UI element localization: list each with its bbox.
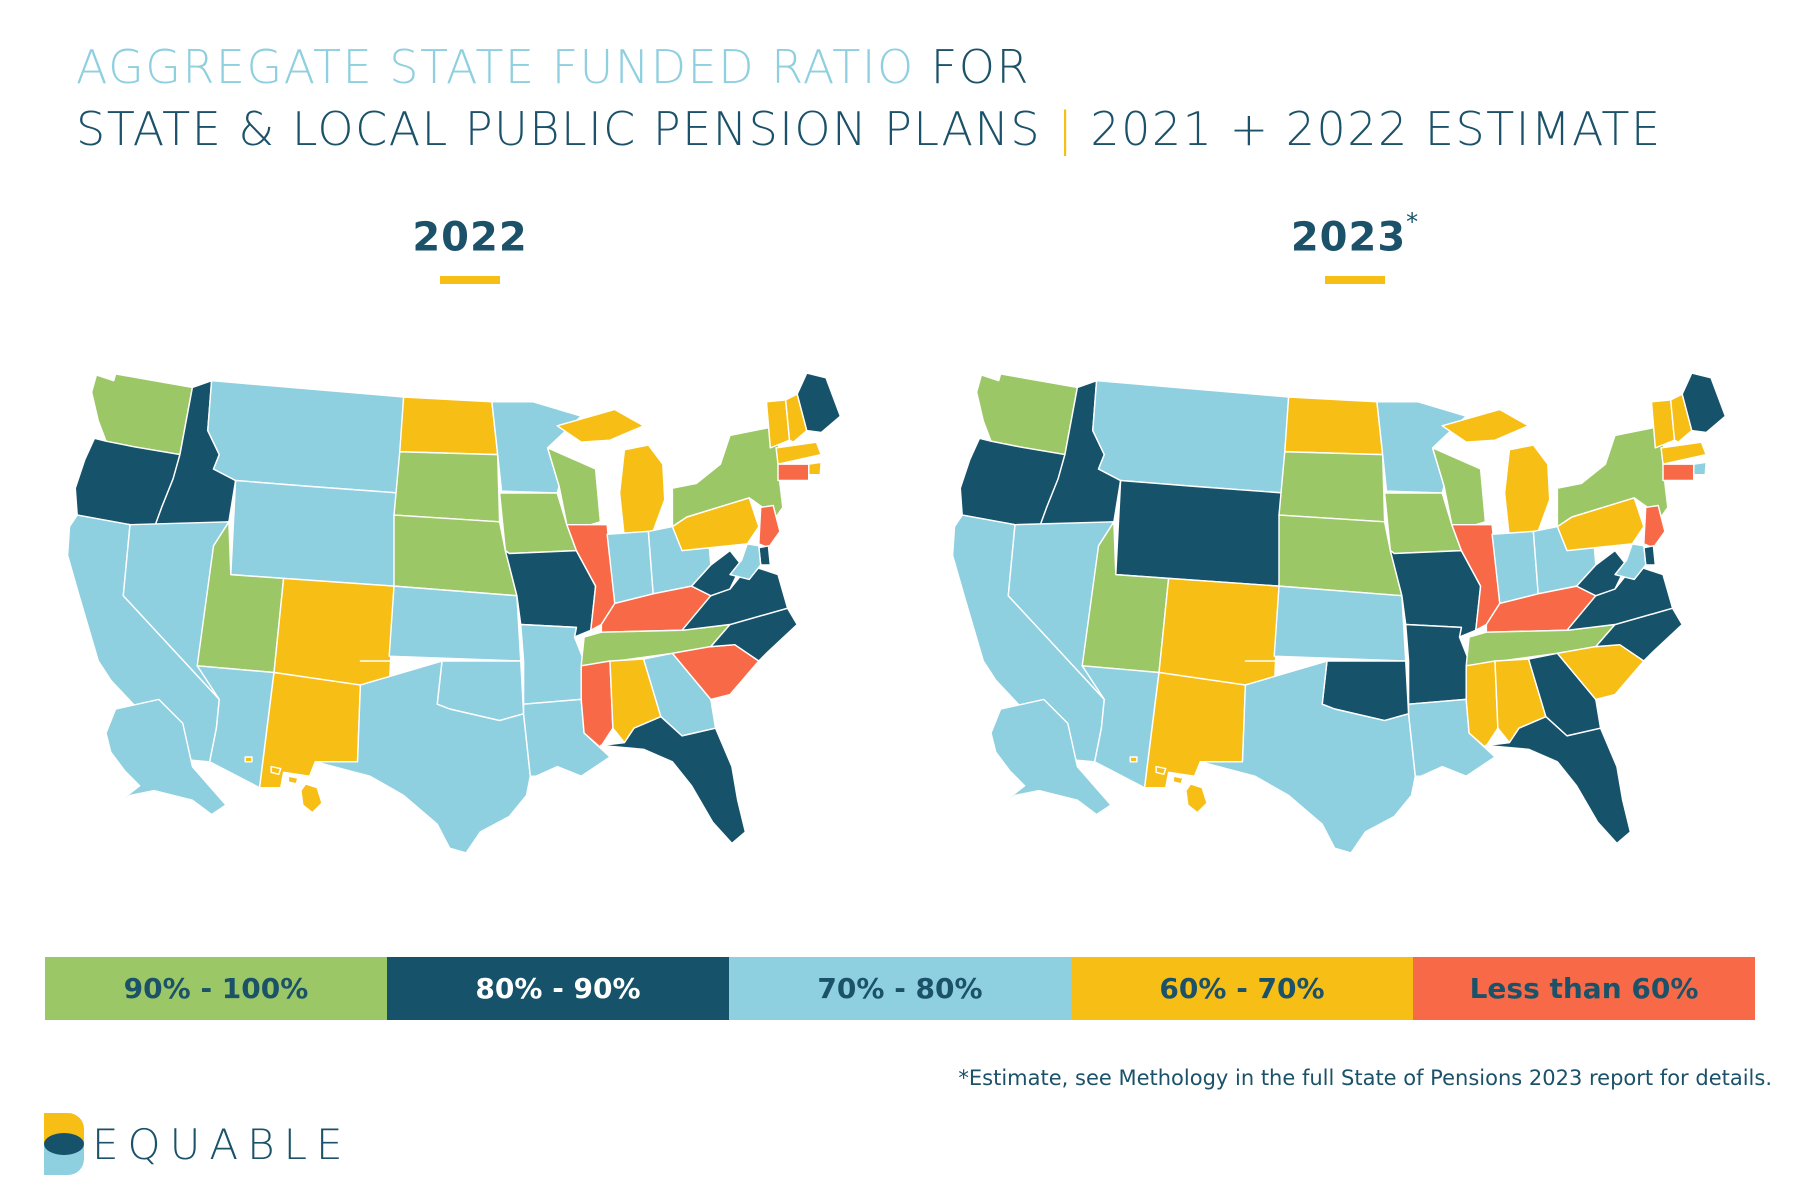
legend-item-80-90: 80% - 90% bbox=[387, 957, 729, 1020]
state-ms-2023 bbox=[1465, 660, 1499, 749]
state-ms-2022 bbox=[580, 660, 614, 749]
year-heading-2023: 2023* bbox=[1175, 208, 1535, 285]
title-line-1: AGGREGATE STATE FUNDED RATIO FOR bbox=[76, 36, 1662, 98]
legend-item-60-70: 60% - 70% bbox=[1071, 957, 1413, 1020]
state-hi-2022 bbox=[244, 756, 323, 814]
state-mt-2023 bbox=[1092, 379, 1290, 494]
state-ks-2022 bbox=[388, 585, 522, 662]
state-ma-2023 bbox=[1660, 441, 1707, 465]
state-co-2022 bbox=[273, 577, 395, 691]
state-ny-2022 bbox=[671, 425, 784, 528]
year-underline-2022 bbox=[440, 276, 500, 285]
state-fl-2022 bbox=[599, 715, 747, 845]
state-me-2023 bbox=[1681, 372, 1727, 434]
equable-logo: EQUABLE bbox=[44, 1113, 352, 1175]
legend-item-lt60: Less than 60% bbox=[1413, 957, 1755, 1020]
state-nj-2022 bbox=[758, 504, 781, 549]
state-ny-2023 bbox=[1556, 425, 1669, 528]
state-sd-2023 bbox=[1278, 451, 1386, 523]
state-md-2023 bbox=[1614, 543, 1647, 581]
state-wy-2022 bbox=[230, 479, 400, 587]
year-label-2023: 2023 bbox=[1290, 214, 1407, 261]
state-nh-2023 bbox=[1669, 393, 1693, 443]
state-sd-2022 bbox=[393, 451, 501, 523]
state-mo-2022 bbox=[504, 549, 597, 638]
state-nd-2023 bbox=[1284, 396, 1384, 456]
state-in-2023 bbox=[1491, 530, 1539, 605]
title-highlight: AGGREGATE STATE FUNDED RATIO bbox=[76, 40, 915, 94]
legend-item-70-80: 70% - 80% bbox=[729, 957, 1071, 1020]
title-line1-rest: FOR bbox=[914, 40, 1030, 94]
legend: 90% - 100% 80% - 90% 70% - 80% 60% - 70%… bbox=[45, 957, 1755, 1020]
year-underline-2023 bbox=[1325, 276, 1385, 285]
year-heading-2022: 2022 bbox=[290, 214, 650, 285]
state-tx-2023 bbox=[1199, 660, 1417, 854]
title-line2-rest: 2021 + 2022 ESTIMATE bbox=[1090, 102, 1662, 156]
page-title: AGGREGATE STATE FUNDED RATIO FOR STATE &… bbox=[76, 36, 1662, 160]
state-ak-2023 bbox=[980, 698, 1112, 821]
us-map-2023 bbox=[951, 372, 1727, 854]
state-fl-2023 bbox=[1484, 715, 1632, 845]
state-ct-2022 bbox=[777, 463, 810, 482]
footnote: *Estimate, see Methology in the full Sta… bbox=[958, 1066, 1772, 1090]
state-ak-2022 bbox=[95, 698, 227, 821]
year-label-2022: 2022 bbox=[412, 214, 528, 261]
state-hi-2023 bbox=[1129, 756, 1208, 814]
state-ne-2023 bbox=[1278, 514, 1403, 597]
state-nh-2022 bbox=[784, 393, 808, 443]
us-map-2022 bbox=[66, 372, 842, 854]
legend-item-90-100: 90% - 100% bbox=[45, 957, 387, 1020]
state-ar-2022 bbox=[520, 623, 585, 705]
state-ri-2023 bbox=[1693, 461, 1707, 476]
state-md-2022 bbox=[729, 543, 762, 581]
state-tx-2022 bbox=[314, 660, 532, 854]
state-ma-2022 bbox=[775, 441, 822, 465]
state-in-2022 bbox=[606, 530, 654, 605]
title-line-2: STATE & LOCAL PUBLIC PENSION PLANS | 202… bbox=[76, 98, 1662, 160]
state-ri-2022 bbox=[808, 461, 822, 476]
title-line2-main: STATE & LOCAL PUBLIC PENSION PLANS bbox=[76, 102, 1042, 156]
state-nj-2023 bbox=[1643, 504, 1666, 549]
state-co-2023 bbox=[1158, 577, 1280, 691]
state-ar-2023 bbox=[1405, 623, 1470, 705]
equable-logo-icon bbox=[44, 1113, 84, 1175]
state-ne-2022 bbox=[393, 514, 518, 597]
state-wy-2023 bbox=[1115, 479, 1285, 587]
state-ks-2023 bbox=[1273, 585, 1407, 662]
year-asterisk-2023: * bbox=[1406, 208, 1420, 236]
title-separator: | bbox=[1041, 102, 1091, 156]
equable-logo-text: EQUABLE bbox=[92, 1119, 352, 1169]
state-nd-2022 bbox=[399, 396, 499, 456]
state-mi-2023 bbox=[1441, 408, 1551, 539]
state-ct-2023 bbox=[1662, 463, 1695, 482]
state-me-2022 bbox=[796, 372, 842, 434]
state-mo-2023 bbox=[1389, 549, 1482, 638]
state-mt-2022 bbox=[207, 379, 405, 494]
state-mi-2022 bbox=[556, 408, 666, 539]
